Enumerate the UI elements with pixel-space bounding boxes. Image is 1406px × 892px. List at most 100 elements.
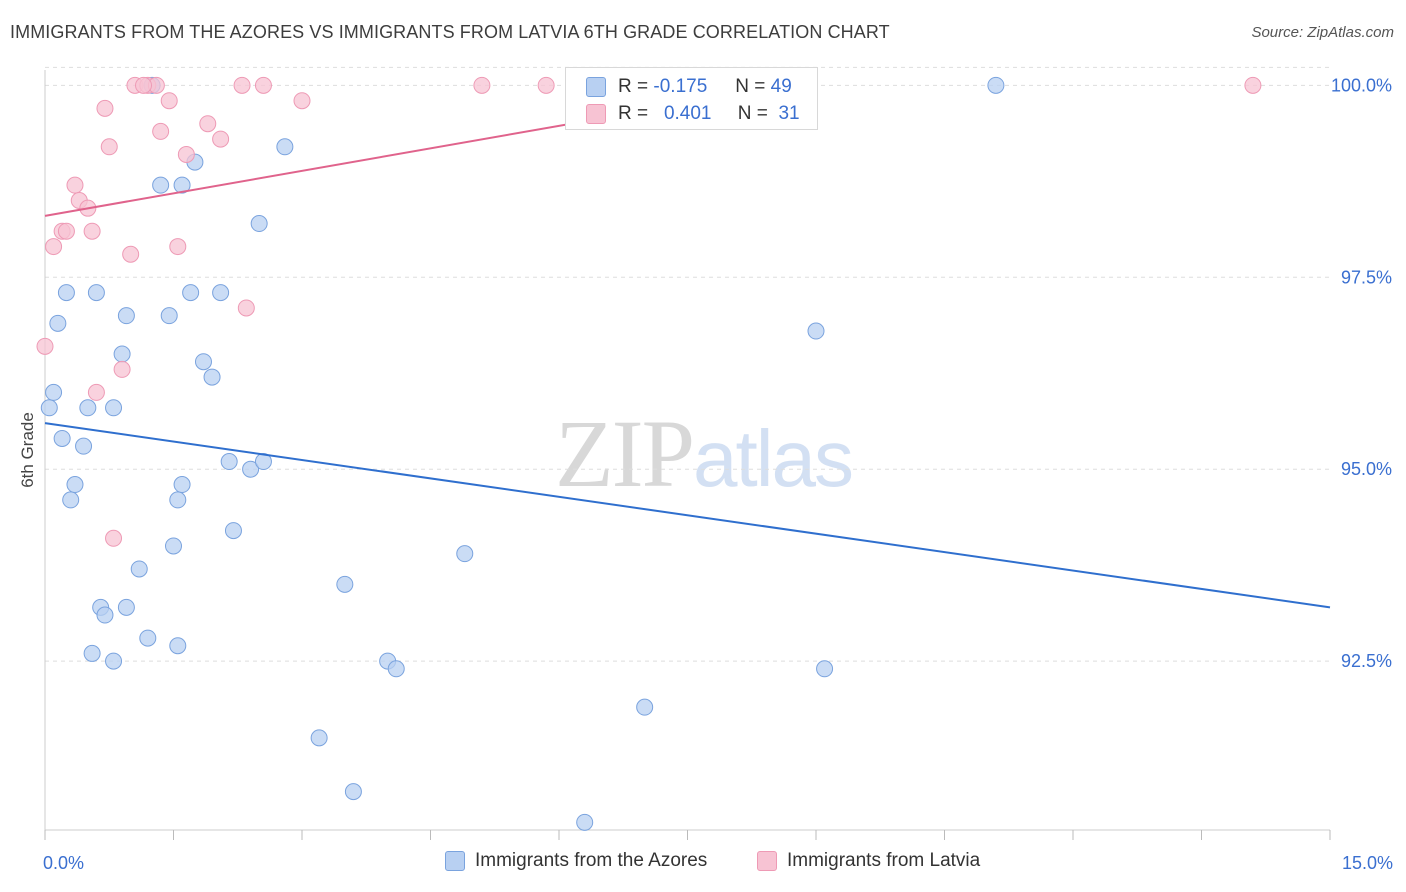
- y-axis-label: 6th Grade: [18, 412, 37, 488]
- azores-point: [224, 522, 242, 540]
- azores-point: [276, 138, 294, 156]
- legend-latvia-swatch: [757, 851, 777, 871]
- azores-trend-line: [44, 422, 1331, 609]
- latvia-point: [169, 238, 187, 256]
- y-tick-label: 92.5%: [1341, 651, 1392, 671]
- legend-latvia-label: Immigrants from Latvia: [787, 850, 981, 871]
- azores-point: [456, 545, 474, 563]
- latvia-point: [254, 76, 272, 94]
- latvia-point: [237, 299, 255, 317]
- latvia-point: [152, 122, 170, 140]
- latvia-point: [233, 76, 251, 94]
- azores-point: [987, 76, 1005, 94]
- azores-point: [105, 652, 123, 670]
- azores-n-value: 49: [770, 76, 792, 97]
- latvia-n-label: N =: [737, 103, 768, 124]
- azores-point: [96, 606, 114, 624]
- azores-point: [212, 284, 230, 302]
- y-tick-label: 95.0%: [1341, 459, 1392, 479]
- bottom-legend: Immigrants from the Azores Immigrants fr…: [0, 850, 1406, 880]
- azores-point: [87, 284, 105, 302]
- azores-point: [152, 176, 170, 194]
- azores-point: [220, 453, 238, 471]
- watermark: ZIPatlas: [555, 398, 854, 509]
- y-tick-label: 97.5%: [1341, 267, 1392, 287]
- azores-point: [344, 783, 362, 801]
- legend-azores-swatch: [445, 851, 465, 871]
- azores-point: [173, 476, 191, 494]
- azores-point: [576, 813, 594, 831]
- azores-point: [807, 322, 825, 340]
- x-tick-label: 15.0%: [1342, 853, 1393, 873]
- azores-point: [130, 560, 148, 578]
- azores-point: [117, 307, 135, 325]
- latvia-point: [1244, 76, 1262, 94]
- azores-point: [203, 368, 221, 386]
- latvia-point: [293, 92, 311, 110]
- latvia-point: [57, 222, 75, 240]
- latvia-point: [199, 115, 217, 133]
- latvia-point: [473, 76, 491, 94]
- azores-point: [173, 176, 191, 194]
- azores-point: [139, 629, 157, 647]
- azores-n-label: N =: [735, 76, 766, 97]
- watermark-zip: ZIP: [555, 400, 695, 507]
- stats-row-azores: R = -0.175 N = 49: [586, 74, 792, 100]
- azores-point: [169, 637, 187, 655]
- azores-point: [113, 345, 131, 363]
- azores-point: [250, 215, 268, 233]
- latvia-point: [212, 130, 230, 148]
- latvia-point: [160, 92, 178, 110]
- watermark-atlas: atlas: [693, 414, 854, 503]
- azores-swatch: [586, 77, 606, 97]
- azores-point: [310, 729, 328, 747]
- azores-point: [40, 399, 58, 417]
- latvia-point: [45, 238, 63, 256]
- latvia-point: [537, 76, 555, 94]
- azores-point: [57, 284, 75, 302]
- latvia-swatch: [586, 104, 606, 124]
- azores-point: [117, 598, 135, 616]
- azores-point: [79, 399, 97, 417]
- azores-point: [387, 660, 405, 678]
- legend-item-latvia[interactable]: Immigrants from Latvia: [757, 850, 980, 872]
- latvia-point: [36, 337, 54, 355]
- azores-point: [66, 476, 84, 494]
- latvia-point: [113, 360, 131, 378]
- azores-point: [165, 537, 182, 555]
- latvia-point: [122, 245, 140, 263]
- azores-point: [182, 284, 200, 302]
- latvia-r-label: R =: [618, 103, 649, 124]
- latvia-point: [105, 529, 123, 547]
- latvia-point: [66, 176, 84, 194]
- legend-item-azores[interactable]: Immigrants from the Azores: [445, 850, 707, 872]
- latvia-point: [87, 383, 105, 401]
- stats-legend-box: R = -0.175 N = 49 R = 0.401 N = 31: [565, 67, 818, 130]
- chart-title: IMMIGRANTS FROM THE AZORES VS IMMIGRANTS…: [10, 22, 890, 42]
- latvia-point: [96, 99, 114, 117]
- latvia-point: [177, 145, 195, 163]
- stats-row-latvia: R = 0.401 N = 31: [586, 101, 800, 127]
- azores-point: [816, 660, 834, 678]
- azores-point: [160, 307, 178, 325]
- latvia-r-value: 0.401: [663, 103, 712, 124]
- azores-point: [242, 460, 260, 478]
- azores-point: [75, 437, 93, 455]
- latvia-point: [83, 222, 101, 240]
- azores-point: [49, 314, 67, 332]
- azores-r-value: -0.175: [653, 76, 708, 97]
- latvia-point: [100, 138, 118, 156]
- azores-point: [53, 429, 71, 447]
- legend-azores-label: Immigrants from the Azores: [475, 850, 708, 871]
- azores-point: [83, 644, 101, 662]
- x-tick-label: 0.0%: [43, 853, 84, 873]
- source-credit: Source: ZipAtlas.com: [1251, 24, 1394, 41]
- azores-point: [105, 399, 123, 417]
- azores-point: [45, 383, 63, 401]
- azores-point: [169, 491, 187, 509]
- azores-point: [636, 698, 654, 716]
- azores-point: [336, 575, 354, 593]
- latvia-n-value: 31: [778, 103, 800, 124]
- azores-r-label: R =: [618, 76, 649, 97]
